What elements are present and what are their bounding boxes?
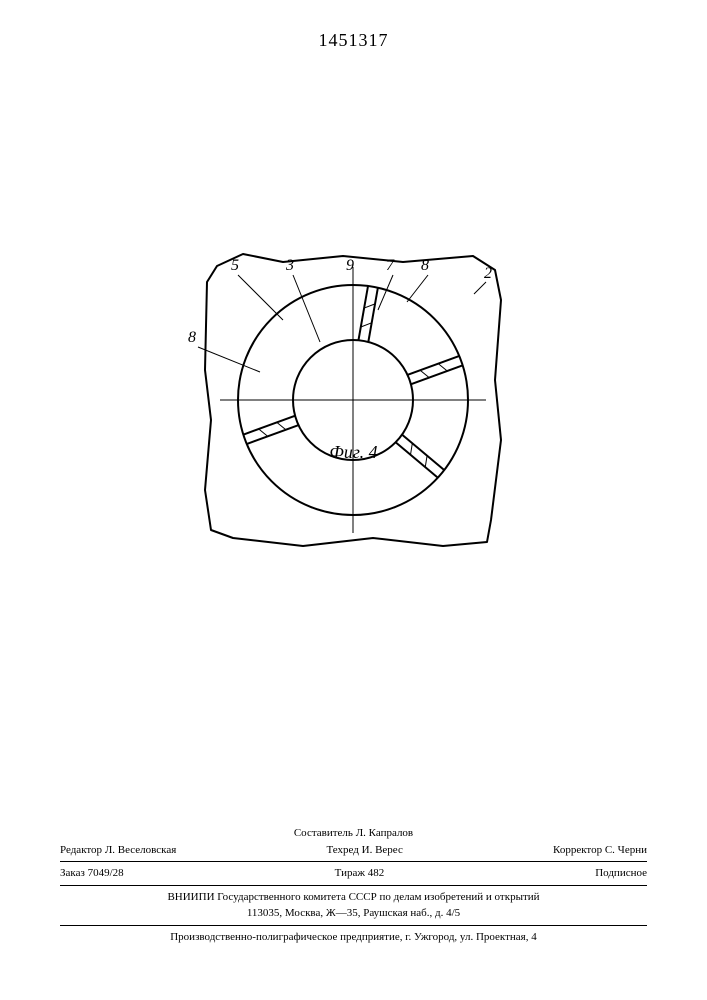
footer-block: Составитель Л. Капралов Редактор Л. Весе… bbox=[60, 825, 647, 945]
corrector-label: Корректор bbox=[553, 844, 602, 856]
figure-4: 5 3 9 7 8 2 8 bbox=[0, 120, 707, 565]
order-row: Заказ 7049/28 Тираж 482 Подписное bbox=[60, 865, 647, 882]
svg-text:3: 3 bbox=[285, 257, 294, 274]
svg-text:9: 9 bbox=[346, 257, 354, 274]
svg-text:5: 5 bbox=[231, 257, 239, 274]
techred-name: И. Верес bbox=[362, 844, 403, 856]
compiler-name: Л. Капралов bbox=[356, 827, 413, 839]
svg-text:7: 7 bbox=[386, 257, 395, 274]
figure-svg: 5 3 9 7 8 2 8 bbox=[0, 120, 707, 560]
svg-text:2: 2 bbox=[484, 265, 492, 282]
compiler-label: Составитель bbox=[294, 827, 353, 839]
corrector-name: С. Черни bbox=[605, 844, 647, 856]
editor-label: Редактор bbox=[60, 844, 102, 856]
press-line: Производственно-полиграфическое предприя… bbox=[60, 929, 647, 946]
tirazh-value: 482 bbox=[368, 867, 385, 879]
patent-number: 1451317 bbox=[0, 30, 707, 51]
order-value: 7049/28 bbox=[88, 867, 124, 879]
org-line: ВНИИПИ Государственного комитета СССР по… bbox=[60, 889, 647, 906]
compiler-line: Составитель Л. Капралов bbox=[60, 825, 647, 842]
techred-label: Техред bbox=[327, 844, 359, 856]
credits-row: Редактор Л. Веселовская Техред И. Верес … bbox=[60, 842, 647, 859]
divider-3 bbox=[60, 925, 647, 926]
svg-text:8: 8 bbox=[188, 329, 196, 346]
techred-cell: Техред И. Верес bbox=[327, 842, 403, 859]
editor-name: Л. Веселовская bbox=[105, 844, 176, 856]
tirazh-label: Тираж bbox=[335, 867, 365, 879]
tirazh-cell: Тираж 482 bbox=[335, 865, 385, 882]
divider-1 bbox=[60, 861, 647, 862]
corrector-cell: Корректор С. Черни bbox=[553, 842, 647, 859]
editor-cell: Редактор Л. Веселовская bbox=[60, 842, 176, 859]
patent-page: 1451317 5 3 9 7 8 2 8 Фиг. 4 Составитель Л. Ка… bbox=[0, 0, 707, 1000]
addr-line: 113035, Москва, Ж—35, Раушская наб., д. … bbox=[60, 905, 647, 922]
order-cell: Заказ 7049/28 bbox=[60, 865, 124, 882]
svg-text:8: 8 bbox=[421, 257, 429, 274]
divider-2 bbox=[60, 885, 647, 886]
order-label: Заказ bbox=[60, 867, 85, 879]
signed-cell: Подписное bbox=[595, 865, 647, 882]
figure-caption: Фиг. 4 bbox=[0, 442, 707, 463]
